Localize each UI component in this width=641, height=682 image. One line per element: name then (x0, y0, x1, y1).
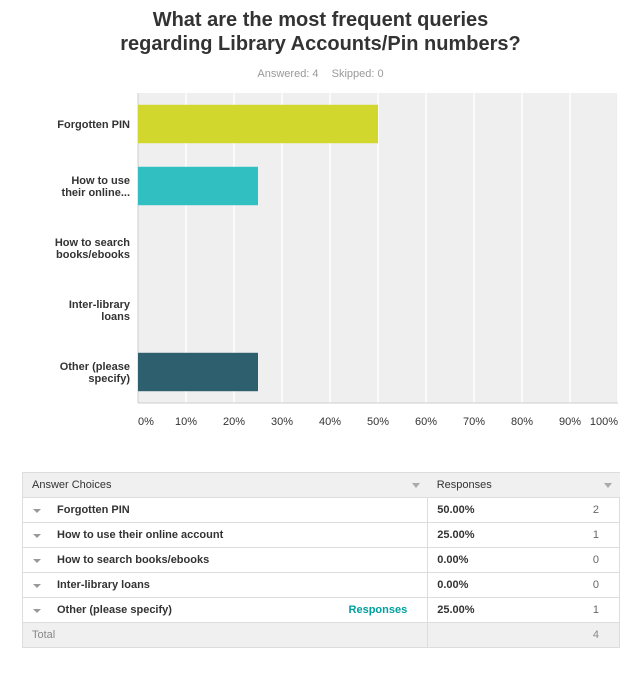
x-tick-label: 100% (590, 416, 618, 428)
category-label: Other (please (60, 361, 130, 373)
answer-choice-cell: Forgotten PIN (21, 497, 428, 523)
x-tick-label: 80% (511, 416, 533, 428)
answer-choice-label: Inter-library loans (57, 579, 150, 591)
answer-choice-cell: How to search books/ebooks (21, 547, 428, 573)
response-count: 0 (519, 572, 621, 598)
title-line-2: regarding Library Accounts/Pin numbers? (120, 33, 521, 55)
x-tick-label: 70% (463, 416, 485, 428)
expand-caret-icon[interactable] (33, 609, 41, 613)
response-percent: 0.00% (427, 547, 520, 573)
expand-caret-icon[interactable] (33, 509, 41, 513)
x-tick-label: 60% (415, 416, 437, 428)
response-count: 0 (519, 547, 621, 573)
table-row: Other (please specify) Responses 25.00% 1 (21, 597, 621, 623)
sort-caret-icon[interactable] (603, 483, 612, 488)
expand-caret-icon[interactable] (33, 584, 41, 588)
answer-choice-cell: Other (please specify) Responses (21, 597, 428, 623)
chart-title: What are the most frequent queries regar… (0, 8, 641, 56)
category-label: their online... (62, 187, 130, 199)
x-tick-label: 40% (319, 416, 341, 428)
sort-caret-icon[interactable] (411, 483, 420, 488)
category-label: specify) (88, 373, 130, 385)
x-tick-label: 0% (138, 416, 154, 428)
response-percent: 0.00% (427, 572, 520, 598)
title-line-1: What are the most frequent queries (152, 9, 489, 31)
responses-header[interactable]: Responses (427, 472, 620, 498)
category-label: How to search (55, 237, 130, 249)
response-percent: 50.00% (427, 497, 520, 523)
expand-caret-icon[interactable] (33, 534, 41, 538)
response-summary: Answered: 4 Skipped: 0 (0, 68, 641, 80)
responses-link[interactable]: Responses (348, 604, 408, 616)
table-row: How to use their online account 25.00% 1 (21, 522, 621, 548)
category-label: Forgotten PIN (57, 119, 130, 131)
answer-choices-header-label: Answer Choices (32, 479, 112, 491)
category-label: loans (101, 311, 130, 323)
bar (138, 104, 378, 144)
x-tick-label: 50% (367, 416, 389, 428)
answered-count: Answered: 4 (257, 68, 319, 80)
x-tick-label: 90% (559, 416, 581, 428)
total-count: 4 (519, 622, 621, 648)
category-label: How to use (71, 175, 130, 187)
answer-choices-header[interactable]: Answer Choices (21, 472, 428, 498)
answer-choice-cell: Inter-library loans (21, 572, 428, 598)
category-label: books/ebooks (56, 249, 130, 261)
response-percent: 25.00% (427, 522, 520, 548)
table-row: Forgotten PIN 50.00% 2 (21, 497, 621, 523)
response-count: 2 (519, 497, 621, 523)
bar (138, 166, 258, 206)
answer-choice-label: Other (please specify) (57, 604, 172, 616)
table-header-row: Answer Choices Responses (21, 472, 620, 498)
answer-choice-label: How to search books/ebooks (57, 554, 210, 566)
responses-table: Answer Choices Responses Forgotten PIN 50… (21, 472, 621, 648)
table-row: How to search books/ebooks 0.00% 0 (21, 547, 621, 573)
x-tick-label: 10% (175, 416, 197, 428)
answer-choice-cell: How to use their online account (21, 522, 428, 548)
total-row: Total 4 (21, 622, 621, 648)
bar-chart: 0% 10% 20% 30% 40% 50% 60% 70% 80% 90% 100% Forgott… (55, 93, 619, 428)
x-tick-label: 30% (271, 416, 293, 428)
responses-header-label: Responses (436, 479, 492, 491)
table-row: Inter-library loans 0.00% 0 (21, 572, 621, 598)
expand-caret-icon[interactable] (33, 559, 41, 563)
answer-choice-label: Forgotten PIN (57, 504, 130, 516)
category-label: Inter-library (69, 299, 131, 311)
response-percent: 25.00% (427, 597, 520, 623)
response-count: 1 (519, 522, 621, 548)
answer-choice-label: How to use their online account (57, 529, 224, 541)
total-label: Total (32, 629, 56, 641)
response-count: 1 (519, 597, 621, 623)
x-tick-label: 20% (223, 416, 245, 428)
skipped-count: Skipped: 0 (331, 68, 384, 80)
bar (138, 352, 258, 392)
